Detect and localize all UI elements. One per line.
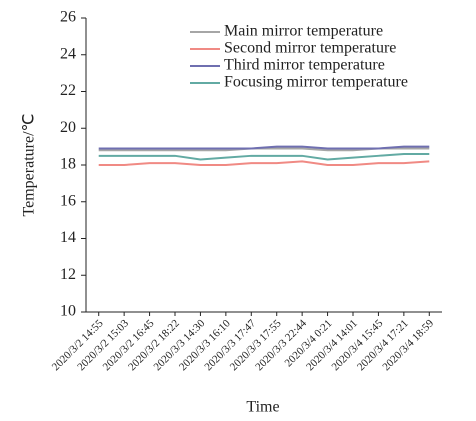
series-line	[98, 160, 430, 166]
y-tick-label: 12	[60, 266, 76, 283]
y-tick-label: 14	[60, 229, 76, 246]
series-line	[98, 145, 430, 150]
legend-label: Focusing mirror temperature	[224, 74, 408, 91]
y-axis-label: Temperature/℃	[21, 113, 38, 216]
y-tick-label: 24	[60, 45, 76, 62]
y-tick-label: 18	[60, 156, 76, 173]
series-line	[98, 152, 430, 161]
legend-label: Second mirror temperature	[224, 40, 396, 57]
y-tick-label: 26	[60, 9, 76, 26]
x-axis-label: Time	[246, 399, 279, 416]
y-tick-label: 16	[60, 192, 76, 209]
y-tick-label: 22	[60, 82, 76, 99]
y-tick-label: 10	[60, 303, 76, 320]
legend-label: Main mirror temperature	[224, 23, 383, 40]
y-tick-label: 20	[60, 119, 76, 136]
legend-label: Third mirror temperature	[224, 57, 385, 74]
